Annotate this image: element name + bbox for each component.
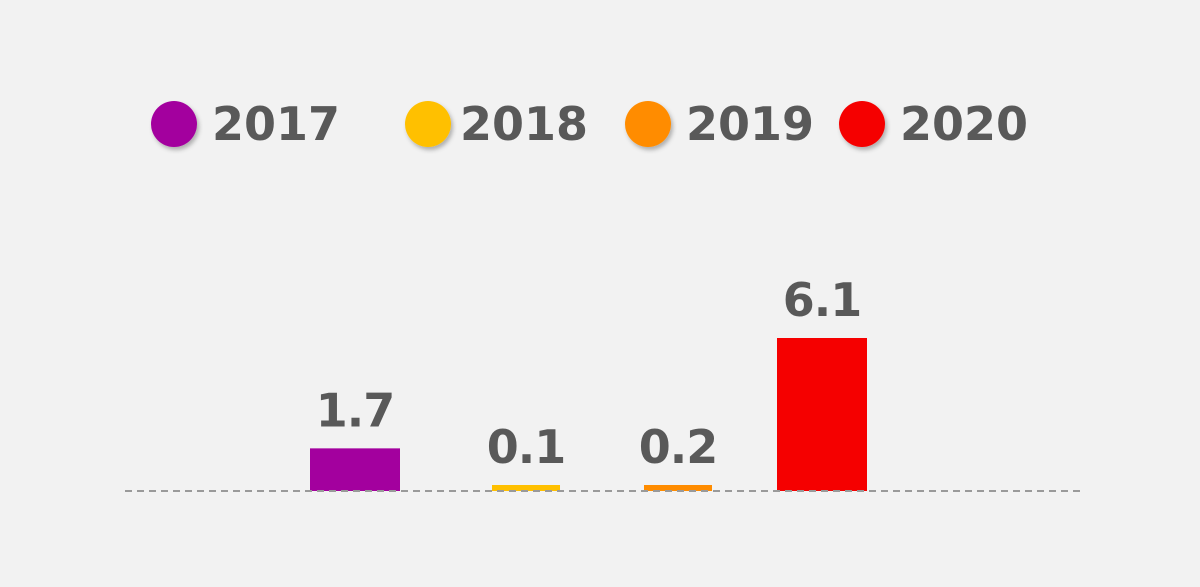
legend-item-2019: 2019: [625, 97, 814, 151]
legend-item-2018: 2018: [405, 97, 588, 151]
value-labels-group: 1.7 0.1 0.2 6.1: [316, 273, 863, 474]
legend: 2017 2018 2019 2020: [151, 97, 1028, 151]
legend-marker-2018: [405, 101, 451, 147]
legend-label-2017: 2017: [212, 97, 340, 151]
bars-group: [310, 338, 867, 491]
bar-2020: [777, 338, 867, 491]
value-label-2017: 1.7: [316, 383, 395, 437]
value-label-2018: 0.1: [487, 420, 566, 474]
legend-marker-2020: [839, 101, 885, 147]
value-label-2020: 6.1: [783, 273, 862, 327]
legend-label-2020: 2020: [900, 97, 1028, 151]
bar-2019: [644, 485, 712, 491]
bar-2017: [310, 448, 400, 491]
legend-marker-2019: [625, 101, 671, 147]
legend-item-2020: 2020: [839, 97, 1028, 151]
value-label-2019: 0.2: [639, 420, 718, 474]
legend-item-2017: 2017: [151, 97, 340, 151]
legend-label-2018: 2018: [460, 97, 588, 151]
legend-marker-2017: [151, 101, 197, 147]
bar-2018: [492, 485, 560, 491]
legend-label-2019: 2019: [686, 97, 814, 151]
